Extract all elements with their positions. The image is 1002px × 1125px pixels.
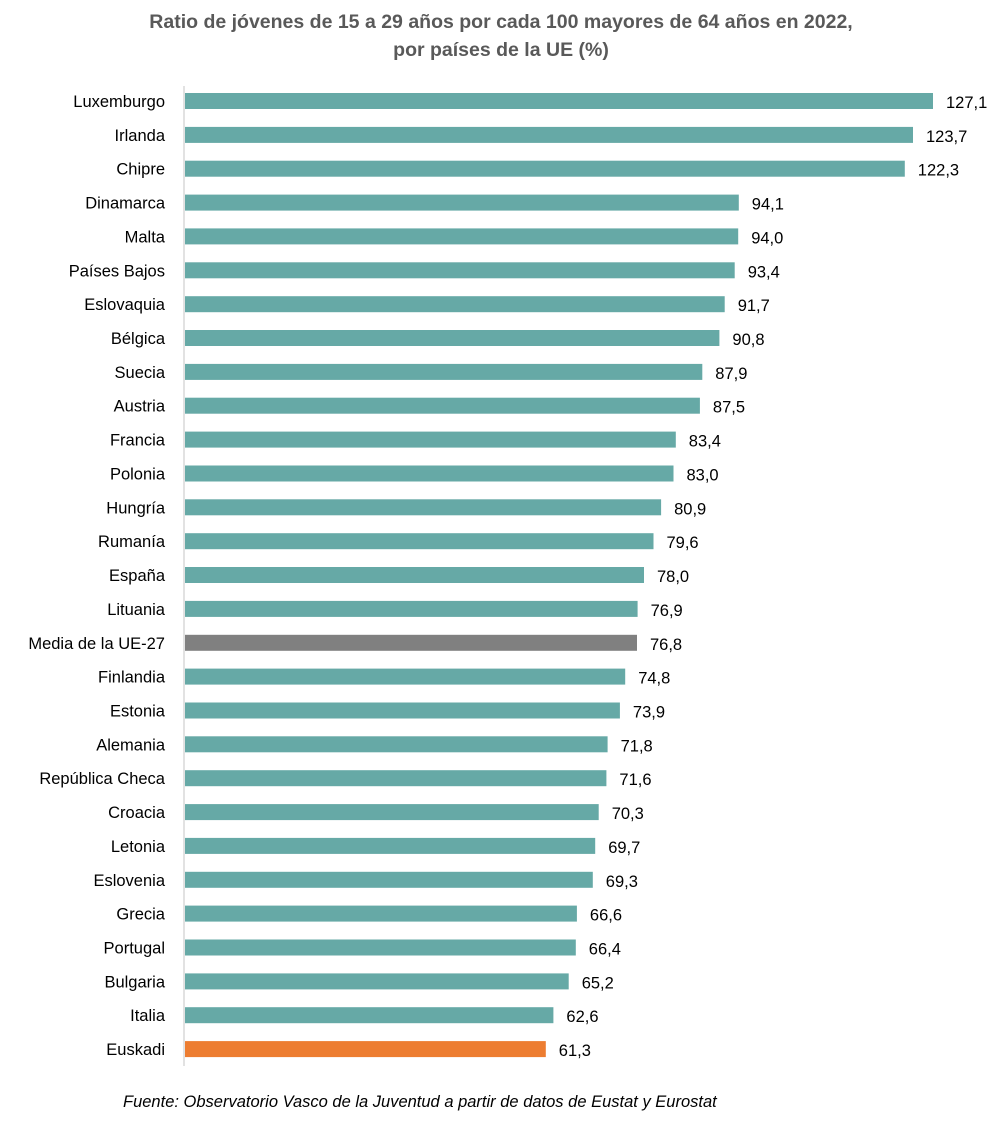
bar-eslovaquia [185, 296, 725, 313]
bar-media-de-la-ue-27 [185, 634, 637, 651]
data-label-italia: 62,6 [566, 1008, 598, 1026]
category-label-estonia: Estonia [110, 703, 166, 721]
data-label-luxemburgo: 127,1 [946, 94, 987, 112]
bar-suecia [185, 363, 703, 380]
category-label-grecia: Grecia [116, 906, 165, 924]
bar-espana [185, 567, 644, 583]
category-label-bulgaria: Bulgaria [104, 973, 165, 991]
data-label-croacia: 70,3 [612, 805, 644, 823]
category-label-espana: España [109, 567, 166, 585]
data-label-grecia: 66,6 [590, 907, 622, 925]
data-label-malta: 94,0 [751, 229, 783, 247]
category-label-polonia: Polonia [110, 466, 166, 484]
data-label-bulgaria: 65,2 [582, 974, 614, 992]
data-label-irlanda: 123,7 [926, 128, 967, 146]
data-label-finlandia: 74,8 [638, 670, 670, 688]
data-label-francia: 83,4 [689, 433, 721, 451]
bar-chipre [185, 160, 905, 177]
bar-dinamarca [185, 194, 739, 211]
data-label-eslovenia: 69,3 [606, 873, 638, 891]
bar-grecia [185, 905, 577, 922]
chart-title-line-1: Ratio de jóvenes de 15 a 29 años por cad… [149, 11, 853, 33]
category-label-irlanda: Irlanda [115, 127, 166, 145]
data-label-dinamarca: 94,1 [752, 196, 784, 214]
category-label-austria: Austria [114, 398, 166, 416]
chart-title-line-2: por países de la UE (%) [393, 39, 609, 61]
category-label-dinamarca: Dinamarca [85, 195, 166, 213]
category-label-republica-checa: República Checa [39, 770, 165, 788]
category-label-luxemburgo: Luxemburgo [73, 93, 165, 111]
category-label-euskadi: Euskadi [106, 1041, 165, 1059]
bar-irlanda [185, 126, 913, 143]
bar-alemania [185, 736, 608, 753]
category-label-media-de-la-ue-27: Media de la UE-27 [28, 635, 165, 653]
bar-malta [185, 228, 739, 245]
category-label-portugal: Portugal [104, 940, 165, 958]
bar-luxemburgo [185, 93, 933, 109]
bar-republica-checa [185, 770, 607, 787]
category-label-suecia: Suecia [115, 364, 166, 382]
category-label-lituania: Lituania [107, 601, 166, 619]
category-label-paises-bajos: Países Bajos [69, 262, 165, 280]
bar-austria [185, 397, 700, 414]
data-label-rumania: 79,6 [667, 534, 699, 552]
data-label-republica-checa: 71,6 [619, 771, 651, 789]
category-label-eslovaquia: Eslovaquia [84, 296, 166, 314]
data-label-euskadi: 61,3 [559, 1042, 591, 1060]
bar-euskadi [185, 1041, 546, 1058]
bar-francia [185, 431, 676, 448]
bar-portugal [185, 939, 576, 956]
data-label-paises-bajos: 93,4 [748, 263, 780, 281]
data-label-suecia: 87,9 [715, 365, 747, 383]
bar-croacia [185, 804, 599, 821]
data-label-chipre: 122,3 [918, 162, 959, 180]
category-label-finlandia: Finlandia [98, 669, 166, 687]
bar-hungria [185, 499, 662, 516]
data-label-letonia: 69,7 [608, 839, 640, 857]
category-label-belgica: Bélgica [111, 330, 166, 348]
bar-rumania [185, 533, 654, 550]
bar-belgica [185, 330, 720, 346]
bar-bulgaria [185, 973, 569, 990]
category-label-croacia: Croacia [108, 804, 166, 822]
bar-eslovenia [185, 871, 593, 888]
data-label-polonia: 83,0 [687, 467, 719, 485]
bar-letonia [185, 837, 596, 854]
data-label-media-de-la-ue-27: 76,8 [650, 636, 682, 654]
bar-italia [185, 1007, 554, 1024]
bar-finlandia [185, 668, 626, 685]
data-label-portugal: 66,4 [589, 941, 621, 959]
data-label-hungria: 80,9 [674, 500, 706, 518]
category-label-hungria: Hungría [106, 499, 166, 517]
category-label-malta: Malta [125, 228, 166, 246]
data-label-belgica: 90,8 [732, 331, 764, 349]
data-label-alemania: 71,8 [621, 737, 653, 755]
data-label-austria: 87,5 [713, 399, 745, 417]
data-label-estonia: 73,9 [633, 704, 665, 722]
bar-estonia [185, 702, 620, 719]
bar-lituania [185, 600, 638, 617]
category-label-alemania: Alemania [96, 736, 166, 754]
category-label-francia: Francia [110, 432, 166, 450]
data-label-lituania: 76,9 [651, 602, 683, 620]
category-label-letonia: Letonia [111, 838, 166, 856]
source-note: Fuente: Observatorio Vasco de la Juventu… [123, 1093, 717, 1111]
category-label-chipre: Chipre [116, 161, 165, 179]
bar-polonia [185, 465, 674, 482]
chart-title: Ratio de jóvenes de 15 a 29 años por cad… [0, 8, 1002, 64]
category-label-italia: Italia [130, 1007, 166, 1025]
data-label-espana: 78,0 [657, 568, 689, 586]
category-label-eslovenia: Eslovenia [93, 872, 165, 890]
bar-paises-bajos [185, 262, 735, 279]
data-label-eslovaquia: 91,7 [738, 297, 770, 315]
category-label-rumania: Rumanía [98, 533, 166, 551]
